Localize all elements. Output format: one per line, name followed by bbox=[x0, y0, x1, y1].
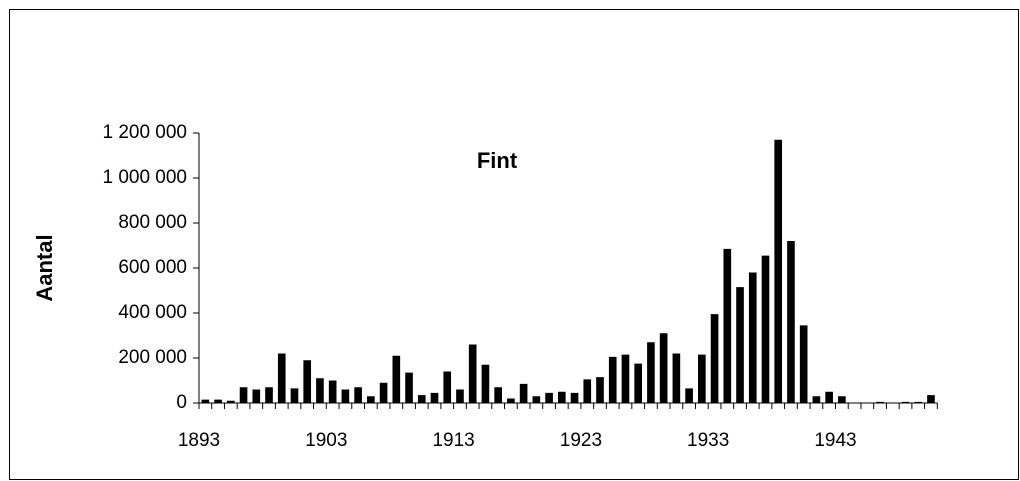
bar bbox=[570, 392, 579, 403]
bar bbox=[239, 387, 248, 403]
bar bbox=[290, 388, 299, 403]
bar bbox=[608, 356, 617, 403]
bar bbox=[621, 354, 630, 403]
bar bbox=[227, 400, 235, 403]
y-tick-label: 200 000 bbox=[118, 347, 187, 368]
bar bbox=[838, 396, 846, 403]
bar bbox=[748, 272, 757, 403]
bar bbox=[507, 398, 515, 403]
bar bbox=[379, 382, 388, 403]
bar bbox=[367, 396, 375, 403]
bar bbox=[659, 333, 668, 403]
bar bbox=[736, 287, 744, 403]
y-tick-label: 1 000 000 bbox=[102, 167, 187, 188]
x-tick-label: 1923 bbox=[560, 430, 602, 451]
bar bbox=[583, 379, 592, 403]
bar bbox=[774, 139, 783, 403]
bar bbox=[354, 387, 362, 403]
bar bbox=[405, 372, 413, 403]
bar bbox=[430, 392, 439, 403]
bar bbox=[417, 395, 426, 403]
bar bbox=[698, 354, 706, 403]
bar bbox=[672, 353, 681, 403]
bar bbox=[201, 399, 210, 403]
bar bbox=[468, 344, 477, 403]
bar bbox=[392, 355, 401, 403]
bar bbox=[519, 383, 528, 403]
bar bbox=[316, 378, 324, 403]
bar bbox=[277, 353, 286, 403]
bar bbox=[532, 396, 541, 403]
bar bbox=[328, 380, 337, 403]
x-tick-label: 1943 bbox=[814, 430, 856, 451]
bar bbox=[443, 371, 452, 403]
bar bbox=[265, 387, 273, 403]
bar bbox=[710, 314, 719, 403]
x-tick-label: 1903 bbox=[305, 430, 347, 451]
bar bbox=[634, 363, 643, 403]
x-tick-label: 1933 bbox=[687, 430, 729, 451]
y-tick-label: 0 bbox=[176, 392, 187, 413]
bar bbox=[685, 388, 693, 403]
frame bbox=[9, 9, 1019, 480]
bar bbox=[303, 360, 312, 403]
bar bbox=[723, 248, 732, 403]
bar bbox=[647, 342, 655, 403]
bar bbox=[481, 364, 490, 403]
bar bbox=[914, 401, 923, 403]
bar bbox=[876, 401, 884, 403]
bar bbox=[787, 241, 795, 403]
bar bbox=[456, 389, 464, 403]
bar bbox=[545, 392, 553, 403]
y-tick-label: 400 000 bbox=[118, 302, 187, 323]
bar bbox=[214, 399, 222, 403]
bar bbox=[901, 401, 910, 403]
bar bbox=[557, 391, 566, 403]
y-tick-label: 1 200 000 bbox=[102, 122, 187, 143]
x-tick-label: 1913 bbox=[432, 430, 474, 451]
y-axis-label: Aantal bbox=[32, 234, 57, 301]
bar bbox=[761, 255, 770, 403]
bar bbox=[494, 387, 502, 403]
chart-title: Fint bbox=[477, 148, 518, 173]
bar bbox=[799, 325, 808, 403]
bar bbox=[927, 395, 935, 403]
y-tick-label: 600 000 bbox=[118, 257, 187, 278]
bar bbox=[825, 391, 833, 403]
y-tick-label: 800 000 bbox=[118, 212, 187, 233]
bar bbox=[596, 377, 604, 403]
bar bbox=[812, 396, 821, 403]
bar bbox=[252, 389, 261, 403]
x-tick-label: 1893 bbox=[178, 430, 220, 451]
bar bbox=[341, 389, 350, 403]
